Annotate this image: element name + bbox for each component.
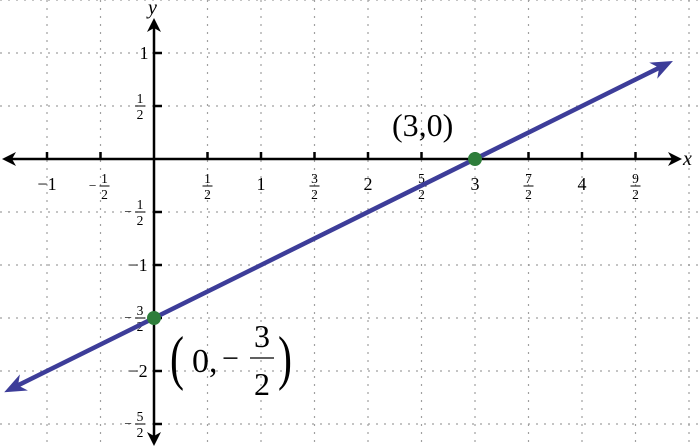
y-intercept-zero: 0, xyxy=(192,343,218,380)
points: (3,0)(0, −32) xyxy=(147,107,482,402)
tick-label-denominator: 2 xyxy=(418,187,425,202)
point-x-intercept xyxy=(468,152,482,166)
tick-label-minus: − xyxy=(89,178,97,193)
tick-label: 1 xyxy=(140,43,149,63)
tick-label-denominator: 2 xyxy=(204,187,211,202)
y-intercept-denominator: 2 xyxy=(254,366,270,402)
tick-label-denominator: 2 xyxy=(137,213,144,228)
y-intercept-minus: − xyxy=(222,342,239,375)
tick-label-numerator: 7 xyxy=(525,171,532,186)
x-axis-label: x xyxy=(682,148,692,170)
tick-label-numerator: 1 xyxy=(101,171,108,186)
tick-label-denominator: 2 xyxy=(632,187,639,202)
tick-label-denominator: 2 xyxy=(311,187,318,202)
x-axis-right-arrow-icon xyxy=(668,152,682,166)
tick-label: −1 xyxy=(128,255,147,275)
x-axis-left-arrow-icon xyxy=(2,152,16,166)
tick-label-numerator: 1 xyxy=(204,171,211,186)
tick-label-denominator: 2 xyxy=(137,425,144,440)
y-axis-bottom-arrow-icon xyxy=(147,432,161,446)
point-y-intercept xyxy=(147,311,161,325)
tick-label: 4 xyxy=(578,174,587,194)
tick-label: 2 xyxy=(364,174,373,194)
y-intercept-numerator: 3 xyxy=(254,318,270,354)
tick-label-numerator: 5 xyxy=(137,409,144,424)
axes xyxy=(2,18,682,446)
tick-label-denominator: 2 xyxy=(101,187,108,202)
tick-label-minus: − xyxy=(124,204,132,219)
tick-label-numerator: 1 xyxy=(137,197,144,212)
tick-label: −1 xyxy=(37,174,56,194)
line-right-arrow-icon xyxy=(649,60,673,79)
tick-label-numerator: 5 xyxy=(418,171,425,186)
x-intercept-label: (3,0) xyxy=(392,107,453,143)
tick-label-denominator: 2 xyxy=(525,187,532,202)
tick-label-minus: − xyxy=(124,416,132,431)
y-axis-top-arrow-icon xyxy=(147,18,161,32)
y-intercept-close-paren: ) xyxy=(278,326,292,392)
tick-label-numerator: 9 xyxy=(632,171,639,186)
y-axis-label: y xyxy=(146,0,157,19)
tick-label: 1 xyxy=(257,174,266,194)
tick-label-numerator: 3 xyxy=(311,171,318,186)
series xyxy=(4,60,673,393)
tick-label: 3 xyxy=(471,174,480,194)
tick-label-minus: − xyxy=(124,310,132,325)
y-intercept-open-paren: ( xyxy=(170,326,184,392)
tick-label-denominator: 2 xyxy=(137,107,144,122)
tick-label-numerator: 3 xyxy=(137,303,144,318)
line-y-equals-half-x-minus-three-halves xyxy=(13,63,664,390)
line-left-arrow-icon xyxy=(4,374,28,393)
tick-label: −2 xyxy=(128,361,147,381)
tick-label-numerator: 1 xyxy=(137,91,144,106)
